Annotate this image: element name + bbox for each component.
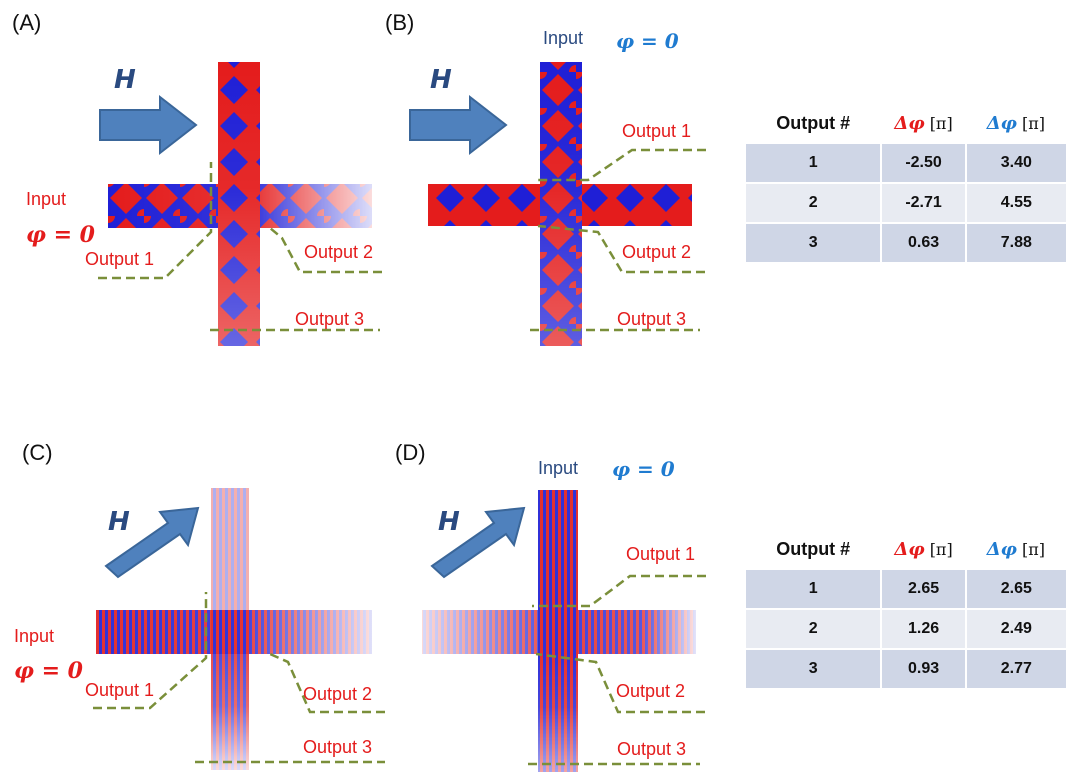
panel-c — [93, 488, 385, 770]
output-number: 2 — [743, 608, 882, 649]
output-2-label: Output 2 — [303, 684, 372, 704]
output-leader-lines — [528, 574, 706, 766]
col-header-delta-phi-red: Δφ [π] — [881, 104, 966, 143]
h-label: H — [438, 507, 460, 537]
input-label: Input — [14, 626, 54, 646]
output-number: 2 — [743, 182, 882, 223]
panel-d — [422, 490, 706, 772]
output-1-label: Output 1 — [622, 121, 691, 141]
input-label: Input — [26, 189, 66, 209]
delta-phi-red-value: 1.26 — [880, 608, 966, 649]
panel-b — [409, 62, 706, 346]
output-1-label: Output 1 — [85, 680, 154, 700]
h-field-arrow — [430, 506, 526, 579]
phase-difference-table-top: Output # Δφ [π] Δφ [π] 1 -2.50 3.40 2 -2… — [743, 104, 1066, 262]
table-row: 1 -2.50 3.40 — [743, 142, 1066, 183]
table-row: 3 0.63 7.88 — [743, 222, 1066, 262]
output-leader-lines — [530, 148, 706, 332]
delta-phi-red-value: -2.50 — [880, 142, 966, 183]
delta-phi-red-value: 2.65 — [880, 568, 966, 609]
phase-label: φ = 0 — [26, 222, 96, 248]
col-header-delta-phi-red: Δφ [π] — [881, 530, 966, 569]
output-3-label: Output 3 — [303, 737, 372, 757]
delta-phi-red-value: 0.93 — [880, 648, 966, 688]
delta-phi-blue-value: 3.40 — [964, 142, 1066, 183]
input-label: Input — [538, 458, 578, 478]
delta-phi-blue-value: 2.65 — [964, 568, 1066, 609]
output-3-label: Output 3 — [295, 309, 364, 329]
delta-phi-blue-value: 4.55 — [964, 182, 1066, 223]
phase-difference-table-bottom: Output # Δφ [π] Δφ [π] 1 2.65 2.65 2 1.2… — [743, 530, 1066, 688]
output-1-label: Output 1 — [626, 544, 695, 564]
delta-phi-red-value: -2.71 — [880, 182, 966, 223]
panel-a — [98, 62, 382, 346]
output-leader-lines — [98, 162, 382, 332]
panel-label-b: (B) — [385, 10, 415, 35]
phase-label: φ = 0 — [612, 457, 675, 481]
phase-label: φ = 0 — [616, 29, 679, 53]
output-2-label: Output 2 — [304, 242, 373, 262]
col-header-delta-phi-blue: Δφ [π] — [965, 530, 1066, 569]
output-number: 1 — [743, 568, 882, 609]
output-number: 3 — [743, 648, 882, 688]
col-header-delta-phi-blue: Δφ [π] — [965, 104, 1066, 143]
delta-phi-red-value: 0.63 — [880, 222, 966, 262]
delta-phi-blue-value: 7.88 — [964, 222, 1066, 262]
col-header-output: Output # — [745, 530, 882, 569]
table-row: 2 -2.71 4.55 — [743, 182, 1066, 223]
output-3-label: Output 3 — [617, 739, 686, 759]
h-field-arrow — [409, 94, 508, 156]
output-leader-lines — [93, 592, 385, 764]
output-1-label: Output 1 — [85, 249, 154, 269]
table-row: 2 1.26 2.49 — [743, 608, 1066, 649]
input-label: Input — [543, 28, 583, 48]
output-2-label: Output 2 — [622, 242, 691, 262]
col-header-output: Output # — [745, 104, 882, 143]
h-label: H — [430, 65, 452, 95]
output-2-label: Output 2 — [616, 681, 685, 701]
panel-label-d: (D) — [395, 440, 426, 465]
output-3-label: Output 3 — [617, 309, 686, 329]
table-row: 3 0.93 2.77 — [743, 648, 1066, 688]
panel-label-c: (C) — [22, 440, 53, 465]
h-label: H — [114, 65, 136, 95]
h-field-arrow — [99, 94, 198, 156]
h-label: H — [108, 507, 130, 537]
table-row: 1 2.65 2.65 — [743, 568, 1066, 609]
phase-label: φ = 0 — [14, 658, 84, 684]
output-number: 1 — [743, 142, 882, 183]
delta-phi-blue-value: 2.49 — [964, 608, 1066, 649]
h-field-arrow — [104, 506, 200, 579]
panel-label-a: (A) — [12, 10, 42, 35]
output-number: 3 — [743, 222, 882, 262]
delta-phi-blue-value: 2.77 — [964, 648, 1066, 688]
